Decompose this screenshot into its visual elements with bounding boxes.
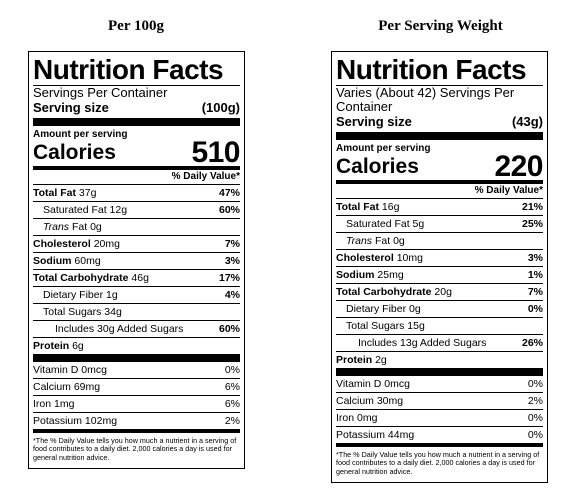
total-carbohydrate-row: Total Carbohydrate 20g 7%: [336, 284, 543, 301]
serving-size-row: Serving size (100g): [33, 100, 240, 116]
vitamin-d-row: Vitamin D 0mcg 0%: [336, 376, 543, 393]
serving-size-label: Serving size: [336, 114, 412, 129]
footnote: *The % Daily Value tells you how much a …: [33, 436, 237, 462]
divider: [33, 85, 240, 86]
saturated-fat-row: Saturated Fat 12g 60%: [33, 202, 240, 219]
calories-value: 220: [494, 150, 543, 183]
amount-per-serving: Amount per serving: [336, 143, 431, 154]
calories-row: Calories 220: [336, 150, 543, 183]
divider-thick: [33, 118, 240, 126]
calories-value: 510: [191, 136, 240, 169]
sodium-row: Sodium 60mg 3%: [33, 253, 240, 270]
total-sugars-row: Total Sugars 34g: [33, 304, 240, 321]
divider-thick: [336, 132, 543, 140]
right-heading: Per Serving Weight: [378, 18, 503, 34]
sodium-row: Sodium 25mg 1%: [336, 267, 543, 284]
added-sugars-row: Includes 30g Added Sugars 60%: [33, 321, 240, 338]
divider-thick: [336, 368, 543, 376]
cholesterol-row: Cholesterol 20mg 7%: [33, 236, 240, 253]
trans-fat-row: Trans Fat 0g: [33, 219, 240, 236]
saturated-fat-row: Saturated Fat 5g 25%: [336, 216, 543, 233]
daily-value-header: % Daily Value*: [336, 184, 543, 199]
footnote: *The % Daily Value tells you how much a …: [336, 450, 540, 476]
iron-row: Iron 1mg 6%: [33, 396, 240, 413]
total-fat-row: Total Fat 16g 21%: [336, 199, 543, 216]
potassium-row: Potassium 44mg 0%: [336, 429, 543, 441]
total-carbohydrate-row: Total Carbohydrate 46g 17%: [33, 270, 240, 287]
daily-value-header: % Daily Value*: [33, 170, 240, 185]
servings-per-container: Varies (About 42) Servings Per Container: [336, 85, 515, 114]
serving-size-value: (100g): [201, 100, 240, 115]
divider: [336, 85, 543, 86]
left-heading: Per 100g: [108, 18, 164, 34]
label-title: Nutrition Facts: [336, 54, 527, 85]
serving-size-value: (43g): [511, 114, 543, 129]
potassium-row: Potassium 102mg 2%: [33, 415, 240, 427]
divider-thick: [33, 354, 240, 362]
label-title: Nutrition Facts: [33, 54, 224, 85]
divider-medium: [33, 429, 240, 433]
divider-medium: [336, 443, 543, 447]
dietary-fiber-row: Dietary Fiber 0g 0%: [336, 301, 543, 318]
right-nutrition-label: Nutrition Facts Varies (About 42) Servin…: [331, 51, 548, 483]
divider-medium: [336, 180, 543, 184]
added-sugars-row: Includes 13g Added Sugars 26%: [336, 335, 543, 352]
calories-row: Calories 510: [33, 136, 240, 169]
cholesterol-row: Cholesterol 10mg 3%: [336, 250, 543, 267]
protein-row: Protein 6g: [33, 340, 84, 352]
calories-label: Calories: [336, 155, 419, 178]
total-sugars-row: Total Sugars 15g: [336, 318, 543, 335]
iron-row: Iron 0mg 0%: [336, 410, 543, 427]
serving-size-row: Serving size (43g): [336, 114, 543, 130]
protein-row: Protein 2g: [336, 354, 387, 366]
trans-fat-row: Trans Fat 0g: [336, 233, 543, 250]
calories-label: Calories: [33, 141, 116, 164]
dietary-fiber-row: Dietary Fiber 1g 4%: [33, 287, 240, 304]
amount-per-serving: Amount per serving: [33, 129, 128, 140]
vitamin-d-row: Vitamin D 0mcg 0%: [33, 362, 240, 379]
left-nutrition-label: Nutrition Facts Servings Per Container S…: [28, 51, 245, 469]
calcium-row: Calcium 30mg 2%: [336, 393, 543, 410]
calcium-row: Calcium 69mg 6%: [33, 379, 240, 396]
servings-per-container: Servings Per Container: [33, 85, 168, 100]
serving-size-label: Serving size: [33, 100, 109, 115]
divider-medium: [33, 166, 240, 170]
total-fat-row: Total Fat 37g 47%: [33, 185, 240, 202]
